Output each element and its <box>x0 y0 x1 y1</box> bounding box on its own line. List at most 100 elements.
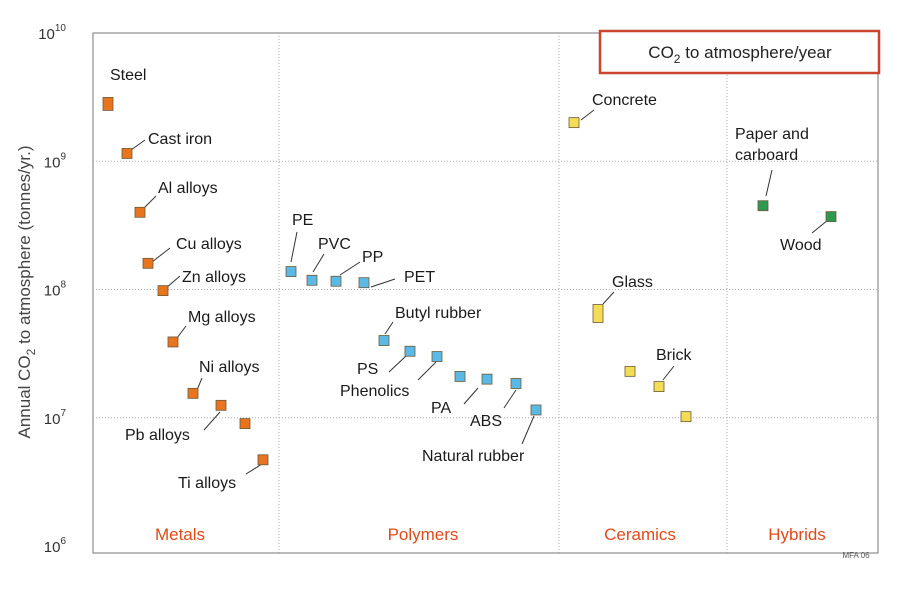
label-butyl-rubber: Butyl rubber <box>395 305 482 322</box>
y-tick-base: 10 <box>44 154 61 171</box>
marker-butyl-rubber <box>378 335 390 346</box>
marker-wood <box>825 211 837 223</box>
leader-mg-alloys <box>176 325 187 339</box>
label-abs: ABS <box>470 413 502 430</box>
y-tick-label: 108 <box>44 280 67 300</box>
label-brick: Brick <box>656 347 693 364</box>
marker-pvc <box>306 274 318 286</box>
y-axis-label-part1: Annual CO <box>15 355 34 438</box>
leader-pb-alloys <box>203 411 221 431</box>
label-pp: PP <box>362 249 383 266</box>
legend-text-part2: to atmosphere/year <box>680 43 832 62</box>
data-points <box>102 97 837 466</box>
label-line-1: Paper and <box>735 126 809 143</box>
credit-text: MFA 06 <box>842 551 870 560</box>
marker-cast-iron <box>121 148 133 159</box>
leader-pp <box>339 261 361 276</box>
label-ti-alloys: Ti alloys <box>178 475 236 492</box>
y-tick-label: 106 <box>44 536 67 556</box>
y-axis-label: Annual CO2 to atmosphere (tonnes/yr.) <box>15 145 38 438</box>
leader-pe <box>290 231 298 263</box>
label-mg-alloys: Mg alloys <box>188 309 256 326</box>
category-label-hybrids: Hybrids <box>768 525 826 544</box>
label-pb-alloys: Pb alloys <box>125 427 190 444</box>
leader-ti-alloys <box>245 463 263 475</box>
y-tick-base: 10 <box>38 26 55 43</box>
category-labels: Metals Polymers Ceramics Hybrids <box>155 525 826 544</box>
label-zn-alloys: Zn alloys <box>182 269 246 286</box>
y-tick-exponent: 8 <box>60 280 66 291</box>
leader-paper-and-carboard <box>765 169 773 197</box>
label-line-2: carboard <box>735 147 798 164</box>
marker-zn-alloys <box>157 285 169 297</box>
leader-glass <box>602 291 615 305</box>
label-pvc: PVC <box>318 236 351 253</box>
plot-frame <box>92 32 879 554</box>
label-glass: Glass <box>612 274 653 291</box>
label-natural-rubber: Natural rubber <box>422 448 525 465</box>
leader-pvc <box>312 253 325 273</box>
legend-box <box>598 29 881 75</box>
marker-abs <box>510 378 522 389</box>
marker-phenolics <box>431 351 443 362</box>
marker-brick <box>653 381 665 392</box>
marker-glass <box>592 304 604 323</box>
leader-ps <box>388 355 407 373</box>
label-ps: PS <box>357 361 378 378</box>
marker-point-25 <box>680 411 692 423</box>
label-wood: Wood <box>780 237 822 254</box>
y-tick-label: 109 <box>44 151 67 171</box>
label-cast-iron: Cast iron <box>148 131 212 148</box>
y-tick-exponent: 6 <box>60 536 66 547</box>
legend-text: CO2 to atmosphere/year <box>648 43 832 66</box>
legend-text-part1: CO <box>648 43 674 62</box>
y-axis-label-sub: 2 <box>24 348 38 355</box>
marker-pa <box>481 373 493 385</box>
leader-phenolics <box>417 361 437 381</box>
leader-pa <box>463 387 479 405</box>
horizontal-gridlines <box>93 160 878 419</box>
y-tick-base: 10 <box>44 283 61 300</box>
legend: CO2 to atmosphere/year <box>598 29 881 75</box>
marker-point-8 <box>239 418 251 430</box>
leader-cast-iron <box>130 139 146 151</box>
marker-ti-alloys <box>257 454 269 466</box>
marker-ni-alloys <box>187 387 199 399</box>
label-cu-alloys: Cu alloys <box>176 236 242 253</box>
label-pet: PET <box>404 269 435 286</box>
category-label-metals: Metals <box>155 525 205 544</box>
legend-text-sub: 2 <box>674 52 681 66</box>
y-tick-base: 10 <box>44 539 61 556</box>
y-axis-label-part2: to atmosphere (tonnes/yr.) <box>15 145 34 348</box>
marker-pp <box>330 275 342 287</box>
marker-steel <box>102 97 114 111</box>
y-tick-exponent: 9 <box>60 151 66 162</box>
marker-mg-alloys <box>167 336 179 348</box>
leader-pet <box>370 278 396 288</box>
leader-abs <box>503 389 517 409</box>
marker-pe <box>285 266 297 277</box>
label-steel: Steel <box>110 67 146 84</box>
y-tick-label: 1010 <box>38 23 66 43</box>
category-label-ceramics: Ceramics <box>604 525 676 544</box>
y-tick-exponent: 7 <box>60 408 66 419</box>
leader-wood <box>811 219 829 234</box>
label-pa: PA <box>431 400 451 417</box>
marker-natural-rubber <box>530 404 542 416</box>
vertical-gridlines <box>278 33 728 553</box>
marker-al-alloys <box>134 206 146 218</box>
marker-point-23 <box>624 365 636 377</box>
label-pe: PE <box>292 212 313 229</box>
point-labels: Steel Cast iron Al alloys Cu alloys Zn alloy… <box>110 67 822 492</box>
leader-butyl-rubber <box>384 321 394 335</box>
marker-cu-alloys <box>142 257 154 269</box>
label-concrete: Concrete <box>592 92 657 109</box>
leader-al-alloys <box>143 195 157 209</box>
leader-concrete <box>580 109 595 121</box>
label-paper-and-carboard: Paper and carboard <box>735 126 809 164</box>
marker-pet <box>358 277 370 289</box>
leader-natural-rubber <box>521 415 535 445</box>
marker-paper-and-carboard <box>757 200 769 212</box>
